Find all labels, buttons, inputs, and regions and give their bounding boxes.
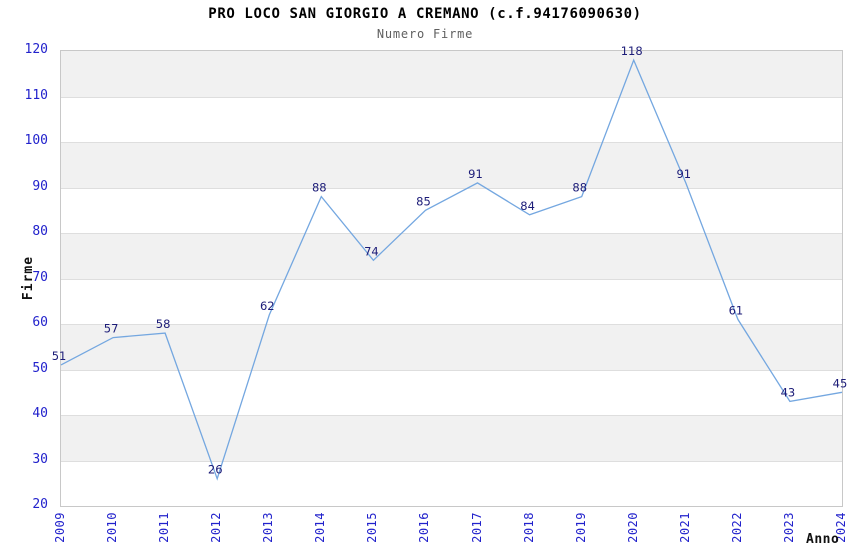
y-tick-label: 120 (24, 42, 48, 57)
y-tick-label: 50 (32, 360, 48, 376)
y-tick-label: 70 (32, 269, 48, 285)
x-tick-label: 2021 (677, 512, 692, 543)
data-point-label: 51 (52, 349, 67, 363)
chart-subtitle: Numero Firme (376, 27, 474, 41)
data-point-label: 88 (312, 181, 327, 195)
y-tick-label: 60 (32, 315, 48, 330)
grid-band (61, 142, 842, 188)
x-tick-label: 2022 (729, 512, 744, 543)
data-point-label: 118 (621, 44, 643, 58)
data-point-label: 62 (260, 299, 275, 313)
data-point-label: 26 (208, 463, 223, 477)
y-tick-label: 110 (24, 87, 48, 103)
data-point-label: 84 (520, 199, 535, 213)
x-tick-label: 2012 (209, 512, 224, 543)
x-tick-label: 2017 (469, 512, 484, 543)
x-tick-label: 2018 (521, 512, 536, 543)
data-point-label: 85 (416, 194, 431, 208)
x-tick-label: 2016 (417, 512, 432, 543)
chart-title: PRO LOCO SAN GIORGIO A CREMANO (c.f.9417… (208, 6, 642, 22)
y-tick-label: 40 (32, 406, 48, 421)
y-axis-label: Firme (21, 255, 36, 301)
grid-band (61, 51, 842, 97)
data-point-label: 91 (676, 167, 691, 181)
data-point-label: 58 (156, 317, 171, 331)
x-tick-label: 2013 (261, 512, 276, 543)
x-tick-label: 2019 (573, 512, 588, 543)
x-tick-label: 2015 (365, 512, 380, 543)
y-tick-label: 80 (32, 224, 48, 239)
y-tick-label: 90 (32, 178, 48, 194)
grid-band (61, 187, 842, 233)
x-tick-label: 2020 (625, 512, 640, 543)
y-tick-label: 20 (32, 497, 48, 512)
data-point-label: 88 (572, 181, 587, 195)
x-axis-label: Anno (806, 532, 840, 547)
data-point-label: 43 (781, 385, 796, 399)
plot-area: 51 57 58 26 62 88 74 85 91 84 88 118 91 61 43 45 (52, 44, 847, 507)
grid-band (61, 460, 842, 506)
data-point-label: 61 (729, 303, 744, 317)
grid-band (61, 96, 842, 142)
series-line (60, 58, 843, 481)
x-tick-label: 2010 (105, 512, 120, 543)
data-point-label: 45 (833, 376, 848, 390)
x-tick-label: 2011 (157, 512, 172, 543)
data-point-label: 57 (104, 322, 119, 336)
x-tick-label: 2014 (313, 512, 328, 543)
grid-band (61, 278, 842, 324)
grid-band (61, 324, 842, 370)
grid-band (61, 233, 842, 279)
data-point-label: 91 (468, 167, 483, 181)
y-tick-label: 30 (32, 451, 48, 467)
data-point-label: 74 (364, 244, 379, 258)
grid-band (61, 415, 842, 461)
series-plot: 51 57 58 26 62 88 74 85 91 84 88 118 91 61 43 45 (52, 44, 847, 481)
y-tick-label: 100 (24, 133, 48, 148)
x-tick-label: 2009 (53, 512, 67, 543)
x-tick-label: 2023 (781, 512, 796, 543)
